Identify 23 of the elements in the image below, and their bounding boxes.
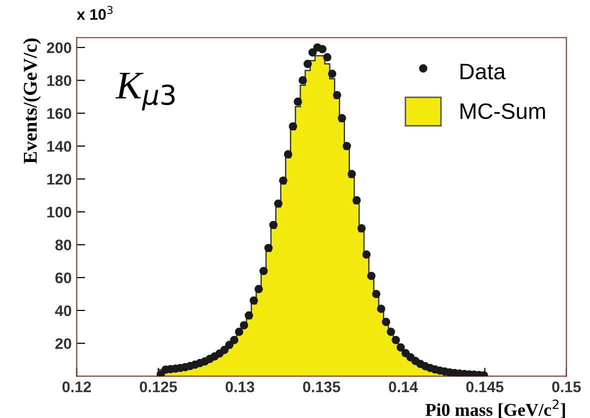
x-tick-label: 0.12 [62, 381, 91, 392]
x-tick-label: 0.13 [226, 381, 254, 392]
y-tick-label: 200 [46, 42, 72, 54]
x-tick-label: 0.14 [388, 381, 418, 392]
y-tick-label: 20 [55, 338, 72, 350]
y-axis-title: Events/(GeV/c) [23, 38, 41, 164]
y-tick-label: 180 [47, 75, 72, 86]
y-tick-label: 100 [47, 206, 72, 218]
y-tick-label: 80 [55, 240, 72, 250]
legend-label: MC-Sum [460, 103, 545, 120]
x-tick-label: 0.15 [552, 381, 581, 392]
x-tick-label: 0.125 [140, 381, 178, 392]
y-tick-label: 160 [47, 108, 72, 119]
x-axis-title: Pi0 mass [GeV/c$^{2}$] [426, 400, 565, 418]
legend-label: Data [460, 64, 506, 80]
y-tick-label: 40 [55, 305, 72, 316]
text: x 10$^{3}$ [76, 6, 113, 20]
y-tick-label: 120 [47, 174, 72, 185]
y-tick-label: 60 [55, 272, 72, 284]
x-tick-label: 0.145 [466, 381, 504, 392]
x-tick-label: 0.135 [303, 381, 340, 392]
annotation: K$_{μ3}$ [115, 72, 175, 110]
y-tick-label: 140 [47, 140, 72, 152]
